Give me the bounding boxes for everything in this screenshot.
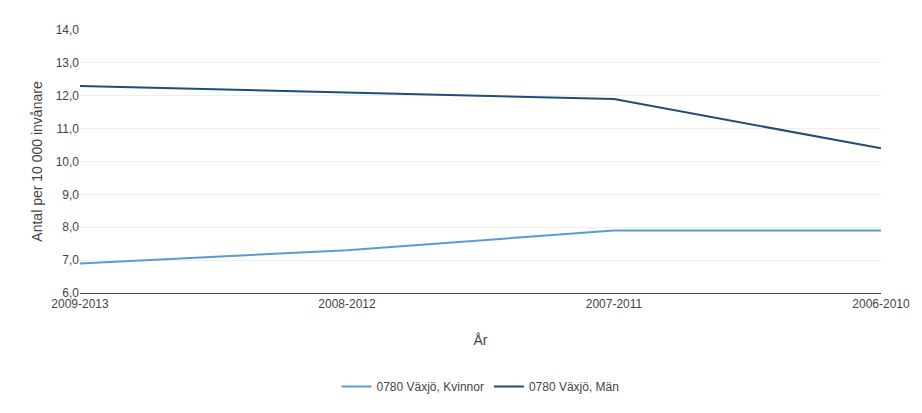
svg-text:14,0: 14,0 xyxy=(56,23,80,37)
svg-text:6,0: 6,0 xyxy=(62,286,79,300)
svg-text:0780 Växjö, Kvinnor: 0780 Växjö, Kvinnor xyxy=(377,380,484,394)
svg-text:2006-2010: 2006-2010 xyxy=(852,297,910,311)
svg-text:8,0: 8,0 xyxy=(62,220,79,234)
svg-text:7,0: 7,0 xyxy=(62,253,79,267)
svg-text:12,0: 12,0 xyxy=(56,89,80,103)
svg-text:11,0: 11,0 xyxy=(57,122,80,136)
svg-text:9,0: 9,0 xyxy=(62,188,79,202)
svg-text:2007-2011: 2007-2011 xyxy=(586,297,643,311)
svg-text:0780 Växjö, Män: 0780 Växjö, Män xyxy=(529,380,619,394)
svg-text:2009-2013: 2009-2013 xyxy=(51,297,109,311)
svg-text:2008-2012: 2008-2012 xyxy=(318,297,376,311)
svg-text:10,0: 10,0 xyxy=(56,155,80,169)
svg-text:År: År xyxy=(474,332,488,348)
svg-text:Antal per 10 000 invånare: Antal per 10 000 invånare xyxy=(29,81,45,242)
svg-text:13,0: 13,0 xyxy=(56,56,80,70)
